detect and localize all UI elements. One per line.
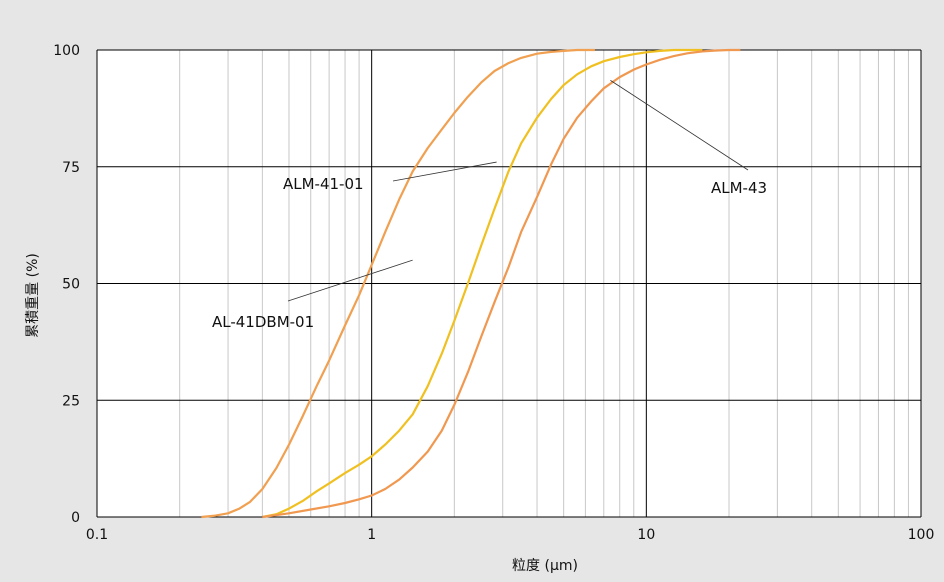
y-tick-label: 100 — [53, 43, 80, 59]
y-tick-label: 75 — [62, 160, 80, 176]
annotation-label: ALM-43 — [711, 179, 767, 197]
y-tick-label: 25 — [62, 393, 80, 409]
series-line — [262, 48, 703, 519]
x-tick-label: 10 — [637, 527, 655, 543]
x-tick-label: 100 — [908, 527, 935, 543]
annotation-leader-line — [287, 259, 413, 302]
x-tick-labels: 0.1 1 10 100 — [86, 527, 935, 543]
x-tick-label: 1 — [367, 527, 376, 543]
series-line — [201, 48, 595, 519]
annotation-leader-line — [610, 80, 749, 171]
x-axis-title: 粒度 (μm) — [512, 558, 578, 574]
annotation-leader-line — [392, 161, 497, 182]
annotation-label: AL-41DBM-01 — [212, 313, 314, 331]
y-axis-title: 累積重量 (%) — [25, 253, 41, 338]
series-layer — [201, 48, 741, 519]
y-tick-label: 0 — [71, 510, 80, 526]
annotation-label: ALM-41-01 — [283, 175, 364, 193]
series-line — [262, 48, 741, 519]
x-tick-label: 0.1 — [86, 527, 108, 543]
major-grid — [96, 49, 922, 518]
series-annotations: ALM-41-01 AL-41DBM-01 ALM-43 — [212, 175, 767, 331]
leader-lines — [287, 80, 749, 302]
y-tick-labels: 0 25 50 75 100 — [53, 43, 80, 526]
y-tick-label: 50 — [62, 277, 80, 293]
